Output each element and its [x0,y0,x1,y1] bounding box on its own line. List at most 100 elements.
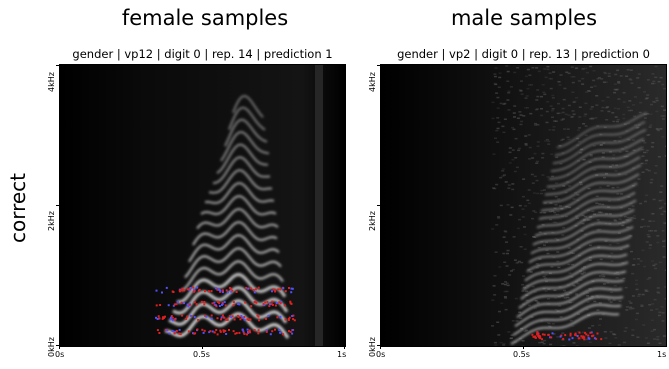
noise-speck [637,258,641,260]
relevance-pixel [219,330,222,333]
noise-speck [596,125,600,127]
noise-speck [633,96,637,98]
noise-speck [556,251,560,253]
noise-speck [566,294,570,296]
noise-speck [571,252,575,254]
noise-speck [596,296,600,299]
noise-speck [573,285,577,287]
noise-speck [625,309,629,311]
panel-title-female: gender | vp12 | digit 0 | rep. 14 | pred… [72,47,333,61]
relevance-pixel [171,290,174,293]
noise-speck [491,299,495,301]
noise-speck [590,295,594,298]
noise-speck [493,341,497,344]
noise-speck [660,213,664,215]
noise-speck [588,259,592,261]
noise-speck [648,230,652,232]
noise-speck [511,126,515,129]
noise-speck [556,336,560,338]
noise-speck [646,94,650,96]
relevance-pixel [585,333,588,336]
x-tick-label: 0s [55,350,65,359]
noise-speck [600,273,604,276]
relevance-pixel [155,304,158,307]
noise-speck [502,103,506,105]
noise-speck [575,217,579,219]
noise-speck [494,344,498,346]
noise-speck [613,88,617,91]
relevance-pixel [551,332,554,335]
noise-speck [536,145,540,147]
relevance-pixel [174,318,176,321]
harmonic-band [192,220,278,246]
relevance-pixel [193,316,196,319]
noise-speck [649,113,653,115]
noise-speck [559,316,563,318]
noise-speck [505,241,508,243]
noise-speck [499,102,503,105]
harmonic-band [546,156,641,188]
harmonic-band [532,218,633,246]
noise-speck [548,272,552,275]
relevance-pixel [237,303,240,305]
noise-speck [534,122,538,125]
relevance-pixel [274,304,277,307]
relevance-pixel [179,333,182,336]
noise-speck [641,148,645,151]
noise-speck [581,77,585,80]
noise-speck [509,86,513,88]
noise-speck [651,213,655,215]
relevance-pixel [164,315,166,318]
noise-speck [663,335,666,337]
noise-speck [528,74,532,76]
relevance-pixel [226,291,229,294]
relevance-pixel [279,288,282,291]
relevance-pixel [269,333,272,336]
noise-speck [661,320,665,322]
noise-speck [528,158,532,160]
relevance-pixel [271,330,274,333]
noise-speck [589,65,593,68]
noise-speck [644,290,648,292]
relevance-pixel [193,301,196,304]
relevance-pixel [235,332,238,335]
noise-speck [554,196,558,198]
noise-speck [571,91,575,93]
x-tick-label: 0s [376,350,386,359]
noise-speck [648,126,652,128]
relevance-pixel [274,328,276,331]
noise-speck [653,328,656,331]
noise-speck [595,202,599,204]
noise-speck [616,242,620,245]
noise-speck [567,247,571,249]
noise-speck [513,105,517,107]
y-tick [377,65,380,66]
noise-speck [517,260,521,263]
noise-speck [607,75,611,77]
noise-speck [625,219,629,221]
relevance-pixel [203,301,206,303]
noise-speck [545,280,548,283]
relevance-pixel [576,335,579,337]
noise-speck [575,345,579,346]
y-tick-label: 2kHz [47,211,56,231]
x-tick [380,346,381,349]
row-label-correct: correct [6,172,30,244]
relevance-pixel [246,333,248,336]
relevance-pixel [243,332,246,335]
noise-speck [572,113,576,115]
relevance-pixel [531,333,534,336]
noise-speck [521,340,525,342]
relevance-pixel [217,300,219,303]
noise-speck [639,101,643,104]
harmonic-band [554,121,646,157]
noise-speck [644,162,648,165]
noise-speck [646,134,650,137]
noise-speck [650,103,653,106]
noise-speck [547,288,551,290]
noise-speck [506,252,509,255]
noise-speck [625,75,629,77]
noise-speck [583,266,587,268]
noise-speck [544,290,548,292]
harmonic-band [165,312,290,339]
